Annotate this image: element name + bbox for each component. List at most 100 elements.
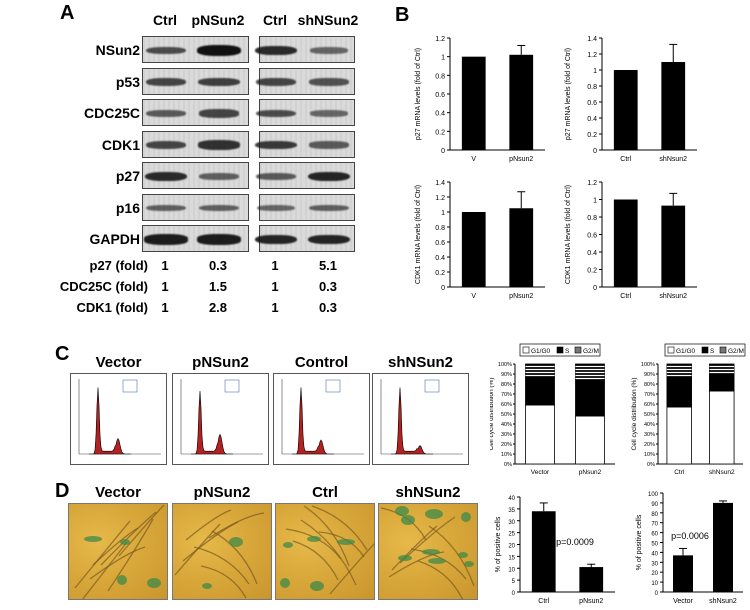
green-stain [425,509,443,519]
bar [461,212,486,287]
p-value-annotation: p=0.0009 [556,537,594,547]
green-stain [428,558,446,564]
bar [661,62,686,150]
flow-title: shNSun2 [387,354,453,371]
y-tick-label: 0 [441,285,445,292]
histogram-legend-box [224,379,240,393]
stack-segment [709,390,735,465]
blot-band [199,173,239,180]
bar [613,199,638,287]
y-tick-label: 0.4 [587,116,597,123]
legend-swatch [522,346,530,354]
y-tick-label: 30 [651,561,658,567]
stack-segment [709,363,735,374]
green-stain [461,512,471,522]
fold-value: 2.8 [208,300,228,315]
cell-outline [185,509,232,541]
blot-strip [255,67,355,95]
blot-row-label: NSun2 [95,42,140,58]
stained-cells-image [172,503,272,600]
blot-strip [256,162,355,189]
legend-label: G2/M [583,348,599,355]
y-tick-label: 80% [644,382,655,388]
stack-segment [525,404,555,465]
blot-band [197,45,241,56]
fold-value: 1.5 [208,279,228,294]
green-stain [337,539,355,545]
blot-strip [256,193,355,221]
blot-band [144,234,188,245]
histogram-trace [191,390,233,455]
positive-cells-charts: 0 5 10 15 20 25 30 35 40 Ctrl pNsun2 % of positive … [495,492,743,605]
panel-label-a: A [60,2,75,24]
bar [673,555,693,592]
cell-drawing [174,509,265,599]
y-tick-label: 0.4 [435,111,445,118]
panel-b-charts: 0 0.2 0.4 0.6 0.8 1 1.2 V pNsun2 p27 mRNA levels … [415,36,697,300]
y-tick-label: 10% [644,452,655,458]
legend-swatch [701,346,709,354]
cell-outline [74,520,131,589]
cell-outline [303,505,350,567]
y-tick-label: 0.6 [435,240,445,247]
category-label: pNsun2 [509,156,533,163]
y-tick-label: 0.2 [435,129,445,136]
stained-cells-image [68,503,168,600]
y-tick-label: 30 [508,520,515,526]
blot-band [144,171,188,182]
flow-histogram [273,373,370,465]
y-tick-label: 0.8 [435,225,445,232]
y-tick-label: 1 [593,198,597,205]
blot-row-label: p53 [115,73,140,90]
y-axis-label: % of positive cells [495,516,502,572]
y-tick-label: 1.2 [435,36,445,43]
category-label: shNsun2 [709,598,737,605]
blot-band [307,234,351,245]
y-tick-label: 15 [508,555,515,561]
flow-histogram [70,373,167,465]
histogram-legend-box [325,379,341,393]
blot-band [254,45,298,56]
blot-band [198,77,240,87]
y-tick-label: 1.2 [587,52,597,59]
y-tick-label: 1.4 [587,36,597,43]
y-tick-label: 0.4 [435,255,445,262]
legend-swatch [574,346,582,354]
green-stain [202,583,212,589]
blot-strip [142,130,249,158]
category-label: Ctrl [674,469,685,476]
blot-column-label: Ctrl [262,12,288,28]
fold-value: 0.3 [208,258,228,273]
histogram-trace [292,387,334,455]
fold-row-label: CDK1 (fold) [76,300,149,315]
blot-band [309,204,349,212]
blot-band [197,234,241,245]
y-tick-label: 10 [508,567,515,573]
histogram-legend-box [424,379,440,393]
histogram-legend-box [122,379,138,393]
cell-outline [118,504,165,557]
cell-outline [388,551,445,578]
stained-cells-image [275,503,375,600]
y-tick-label: 0 [593,285,597,292]
legend-swatch [667,346,675,354]
cell-outline [107,518,154,592]
y-tick-label: 10 [651,581,658,587]
y-tick-label: 0.4 [587,250,597,257]
p-value-annotation: p=0.0006 [671,531,709,541]
stack-segment [575,379,605,417]
category-label: V [471,156,476,163]
stack-segment [575,415,605,465]
histogram-trace [391,387,433,455]
y-tick-label: 1 [441,210,445,217]
y-tick-label: 0.6 [587,100,597,107]
fold-value: 0.3 [318,279,338,294]
blot-column-label: shNSun2 [297,12,359,28]
cell-outline [391,525,438,571]
y-axis-label: p27 mRNA levels (fold of Ctrl) [565,48,572,140]
category-label: Vector [673,598,694,605]
fold-value: 1 [271,300,279,315]
category-label: Ctrl [620,156,631,163]
category-label: V [471,293,476,300]
green-stain [395,506,409,516]
